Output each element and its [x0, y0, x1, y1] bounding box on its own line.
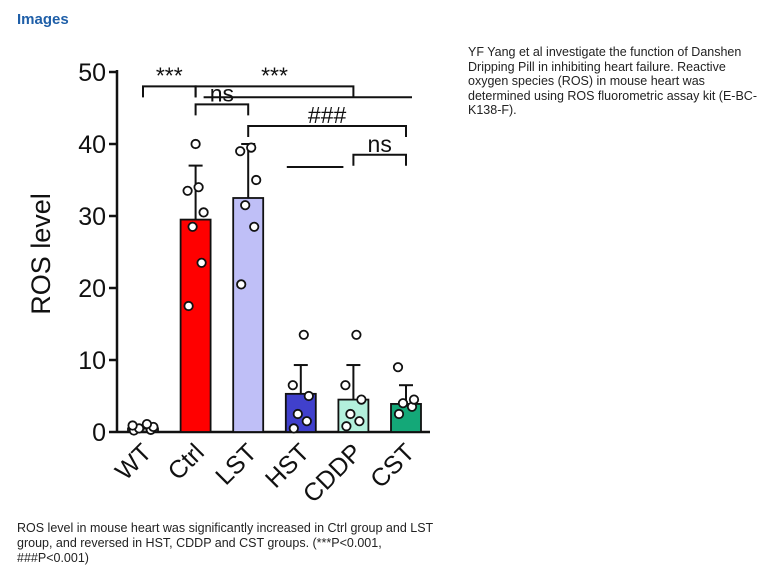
- chart-axes: 0 10 20 30 40 50: [78, 59, 430, 447]
- figure-caption: ROS level in mouse heart was significant…: [17, 521, 433, 565]
- chart-bars: [127, 197, 422, 433]
- significance-bracket-3: [247, 125, 407, 137]
- x-tick-label-ctrl: Ctrl: [163, 438, 210, 485]
- data-point-ctrl: [182, 185, 193, 196]
- x-tick-label-wt: WT: [110, 438, 157, 485]
- data-point-cddp: [340, 380, 351, 391]
- data-point-lst: [246, 142, 257, 153]
- data-point-ctrl: [183, 300, 194, 312]
- data-point-ctrl: [187, 221, 198, 232]
- x-tick-label-lst: LST: [210, 438, 262, 490]
- chart-data-points: [127, 138, 420, 436]
- data-point-hst: [288, 423, 299, 434]
- significance-label-1: ns: [210, 80, 234, 106]
- chart-error-bars: [136, 143, 413, 429]
- significance-bracket-4: [352, 153, 407, 166]
- significance-label-2: ***: [261, 62, 288, 88]
- data-point-lst: [240, 200, 251, 211]
- bar-lst: [232, 197, 265, 433]
- significance-bracket-2: [194, 85, 355, 98]
- chart-significance-brackets: *** ns *** ### ns: [142, 62, 412, 169]
- data-point-cst: [393, 408, 405, 420]
- y-tick-label-40: 40: [78, 131, 106, 159]
- data-point-ctrl: [190, 138, 201, 150]
- data-point-cst: [408, 394, 420, 405]
- y-tick-label-30: 30: [78, 203, 106, 231]
- data-point-cddp: [354, 416, 365, 427]
- y-axis-label: ROS level: [26, 193, 56, 315]
- significance-label-3: ###: [308, 102, 347, 128]
- data-point-hst: [292, 408, 303, 420]
- y-tick-label-0: 0: [92, 419, 106, 447]
- section-title: Images: [17, 11, 69, 28]
- ros-bar-chart: 0 10 20 30 40 50 *** ns *** ### ns ROS level WT Ct…: [26, 59, 430, 508]
- data-point-cst: [397, 398, 409, 409]
- significance-bracket-1: [194, 103, 250, 116]
- data-point-cddp: [356, 394, 367, 405]
- description-text: YF Yang et al investigate the function o…: [468, 45, 757, 117]
- data-point-wt: [141, 418, 152, 430]
- data-point-wt: [127, 420, 138, 431]
- data-point-hst: [287, 380, 298, 391]
- significance-label-4: ns: [368, 131, 392, 157]
- data-point-hst: [298, 329, 309, 340]
- data-point-lst: [235, 146, 246, 157]
- data-point-lst: [251, 174, 262, 186]
- data-point-ctrl: [198, 207, 209, 218]
- data-point-lst: [249, 221, 260, 232]
- data-point-hst: [303, 390, 314, 402]
- data-point-ctrl: [193, 182, 204, 193]
- data-point-cddp: [341, 421, 352, 432]
- y-tick-label-10: 10: [78, 347, 106, 375]
- data-point-cddp: [351, 329, 362, 340]
- data-point-hst: [301, 416, 312, 427]
- data-point-cddp: [345, 408, 356, 420]
- x-tick-label-cst: CST: [365, 438, 420, 493]
- y-tick-label-20: 20: [78, 275, 106, 303]
- data-point-ctrl: [196, 257, 207, 268]
- significance-label-0: ***: [156, 62, 183, 88]
- data-point-cst: [392, 362, 404, 373]
- y-tick-label-50: 50: [78, 59, 106, 87]
- bar-ctrl: [179, 218, 212, 433]
- data-point-lst: [236, 279, 247, 290]
- x-tick-label-cddp: CDDP: [298, 438, 368, 508]
